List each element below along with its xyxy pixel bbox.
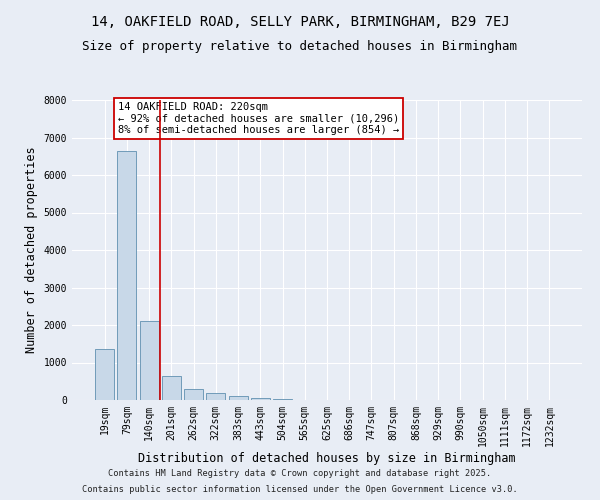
Bar: [162, 376, 181, 400]
Bar: [95, 350, 114, 400]
Text: Contains public sector information licensed under the Open Government Licence v3: Contains public sector information licen…: [82, 485, 518, 494]
Bar: [118, 150, 136, 400]
Bar: [206, 394, 225, 400]
Bar: [229, 396, 248, 400]
Text: Contains HM Land Registry data © Crown copyright and database right 2025.: Contains HM Land Registry data © Crown c…: [109, 468, 491, 477]
Bar: [140, 322, 158, 400]
Text: 14 OAKFIELD ROAD: 220sqm
← 92% of detached houses are smaller (10,296)
8% of sem: 14 OAKFIELD ROAD: 220sqm ← 92% of detach…: [118, 102, 399, 135]
Bar: [184, 389, 203, 400]
Bar: [273, 399, 292, 400]
Bar: [251, 398, 270, 400]
X-axis label: Distribution of detached houses by size in Birmingham: Distribution of detached houses by size …: [138, 452, 516, 464]
Text: Size of property relative to detached houses in Birmingham: Size of property relative to detached ho…: [83, 40, 517, 53]
Text: 14, OAKFIELD ROAD, SELLY PARK, BIRMINGHAM, B29 7EJ: 14, OAKFIELD ROAD, SELLY PARK, BIRMINGHA…: [91, 15, 509, 29]
Y-axis label: Number of detached properties: Number of detached properties: [25, 146, 38, 354]
